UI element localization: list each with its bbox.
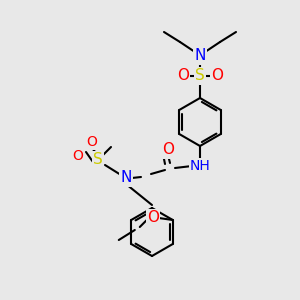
Text: O: O: [162, 142, 174, 158]
Text: S: S: [93, 152, 103, 167]
Text: NH: NH: [190, 159, 210, 173]
Text: O: O: [211, 68, 223, 83]
Text: O: O: [147, 211, 159, 226]
Text: O: O: [177, 68, 189, 83]
Text: N: N: [120, 170, 132, 185]
Text: S: S: [195, 68, 205, 83]
Text: O: O: [87, 135, 98, 149]
Text: N: N: [194, 49, 206, 64]
Text: O: O: [73, 149, 83, 163]
